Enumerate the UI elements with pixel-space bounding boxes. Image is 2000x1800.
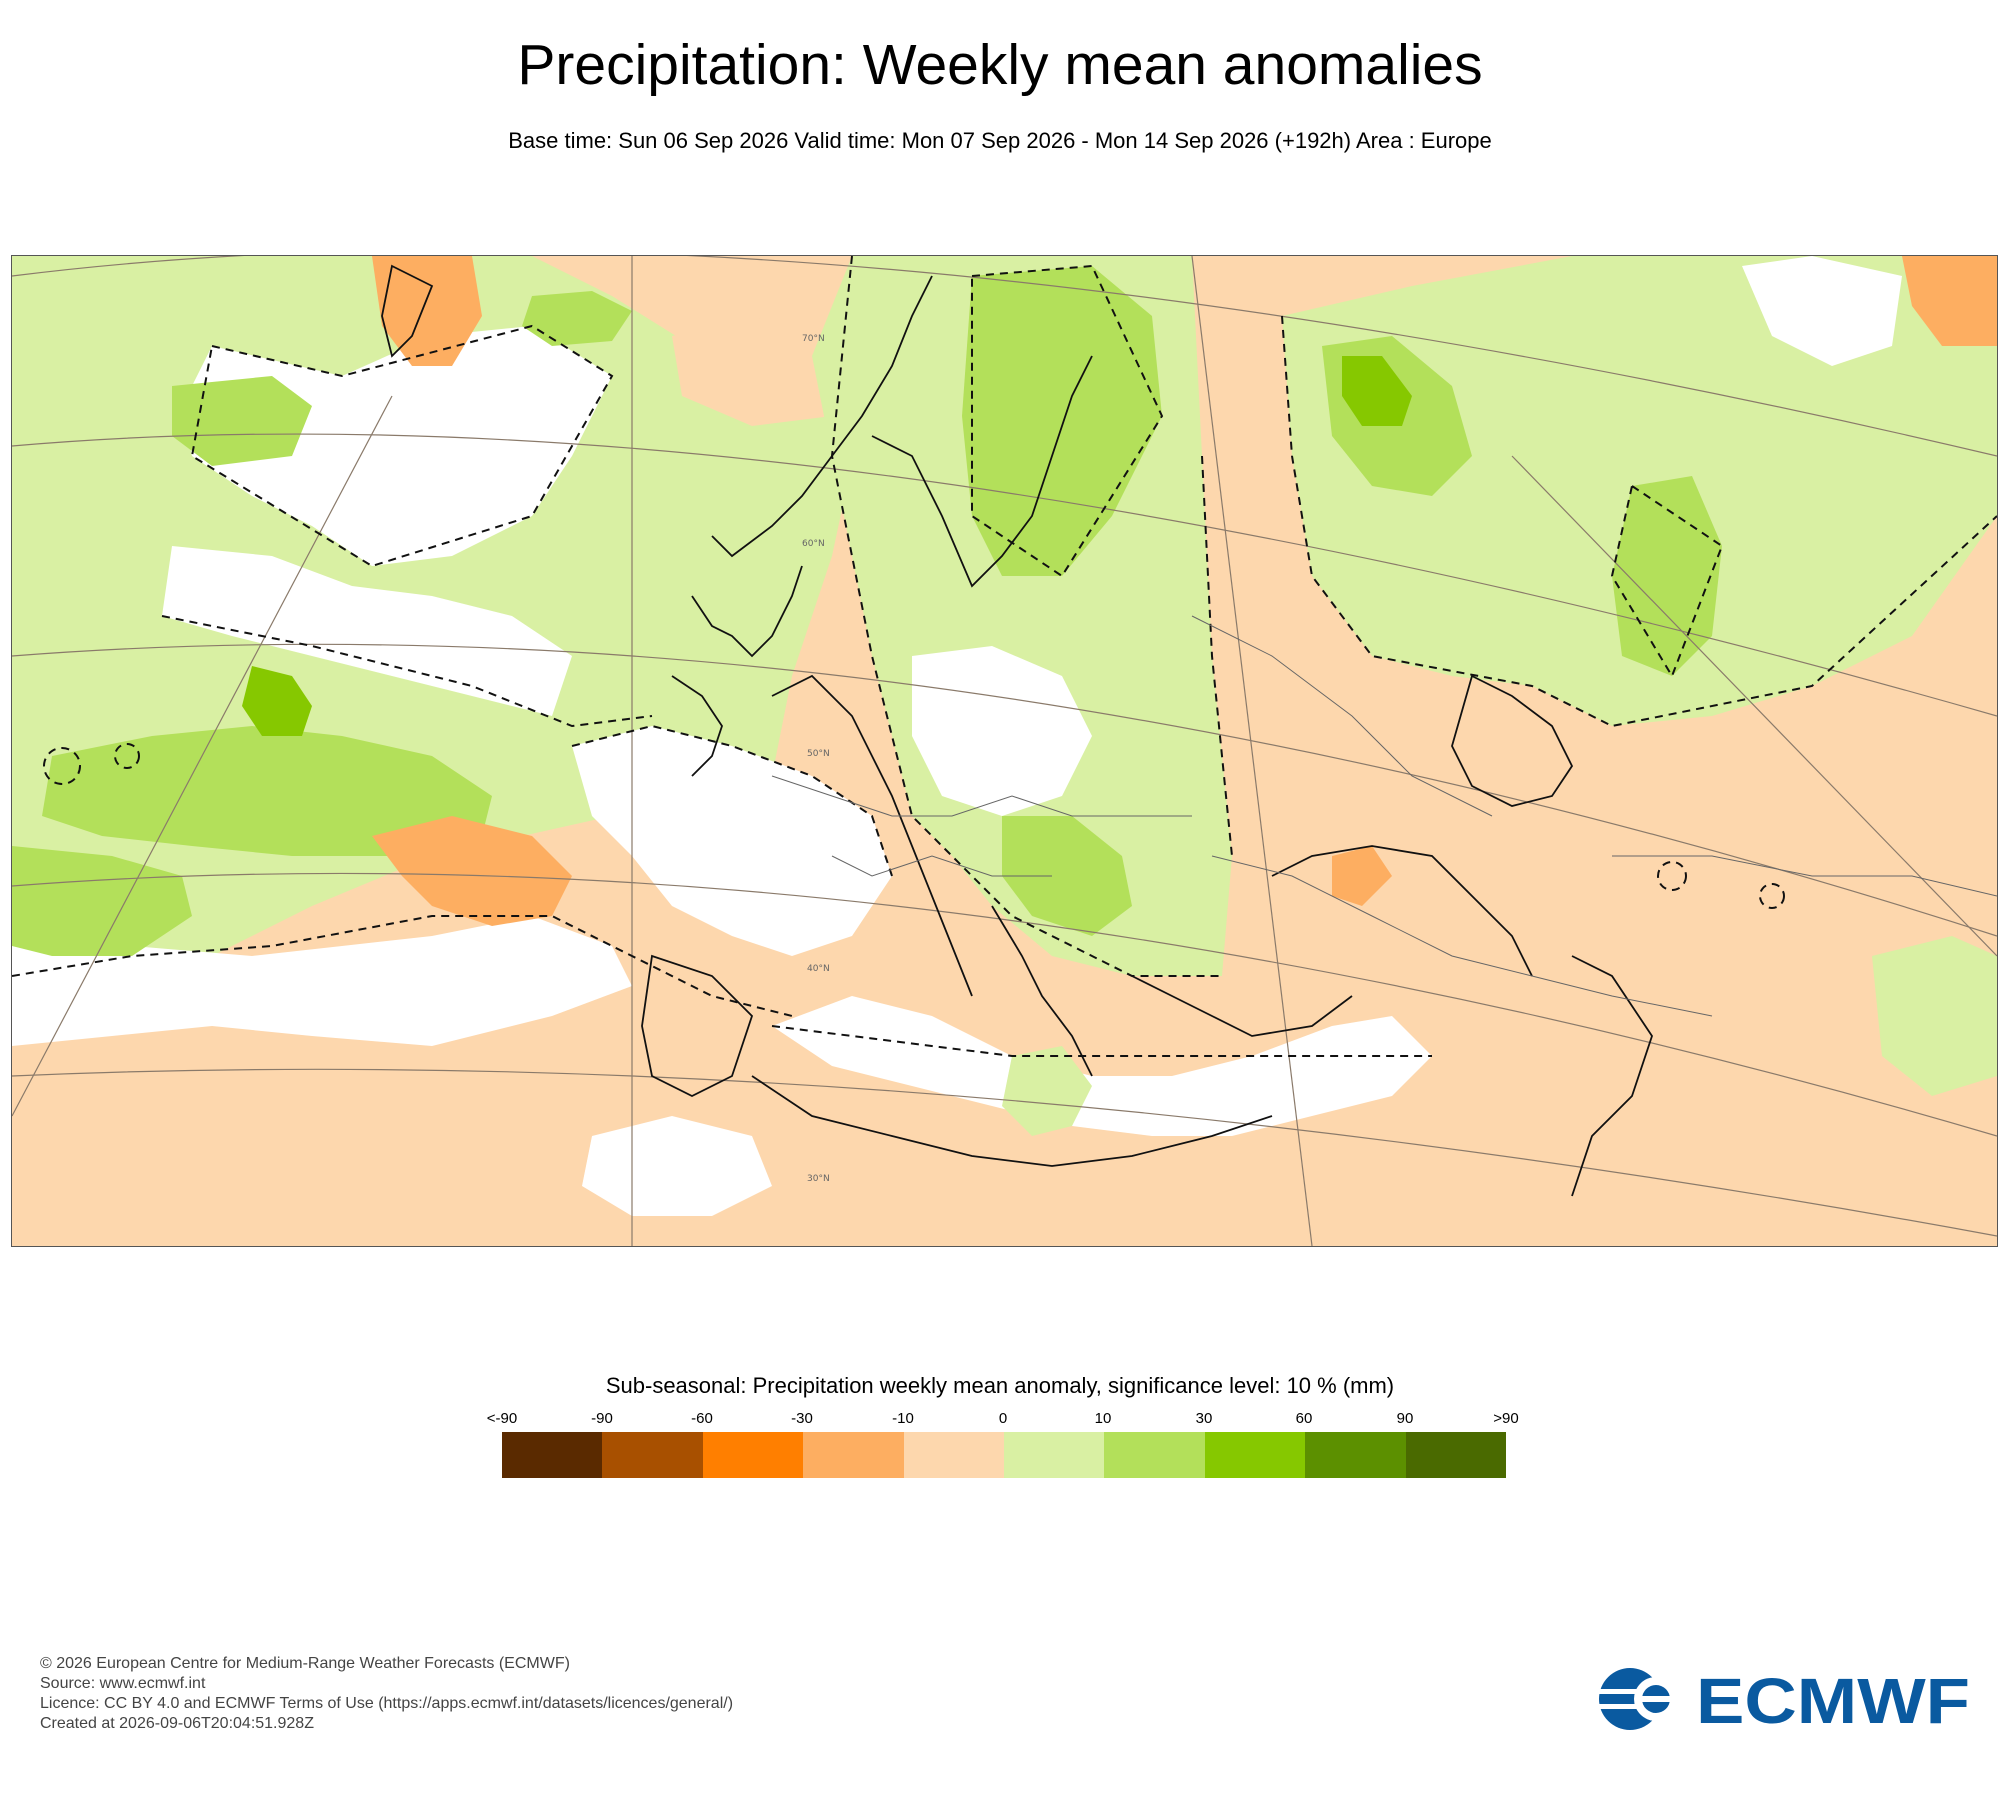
coastlines (381, 264, 1653, 1197)
legend-label: 30 (1195, 1410, 1213, 1427)
dry-region-northeast (1902, 256, 1997, 346)
dry-region-west-atlantic (672, 316, 852, 426)
neutral-region-biscay (572, 726, 892, 956)
footer-source: Source: www.ecmwf.int (40, 1675, 206, 1692)
legend-color-swatch (803, 1432, 904, 1478)
legend-color-swatch (602, 1432, 703, 1478)
dry-region-mid-atlantic-medium (372, 816, 572, 926)
legend-color-swatch (702, 1432, 804, 1478)
legend-color-swatch (1405, 1432, 1507, 1478)
wet-region-urals-medium (1612, 476, 1722, 676)
legend-color-swatch (1204, 1432, 1306, 1478)
legend-title: Sub-seasonal: Precipitation weekly mean … (605, 1373, 1395, 1398)
chart-subtitle: Base time: Sun 06 Sep 2026 Valid time: M… (508, 128, 1492, 153)
legend-color-swatch (1004, 1432, 1105, 1478)
legend-color-swatch (1305, 1432, 1406, 1478)
neutral-region-mid-atlantic (162, 546, 572, 716)
legend-label: <-90 (486, 1410, 518, 1427)
chart-title: Precipitation: Weekly mean anomalies (517, 33, 1483, 97)
ecmwf-logo: ECMWF (1596, 1665, 1970, 1733)
country-borders (771, 615, 1997, 1017)
neutral-region-north-atlantic (182, 326, 612, 566)
neutral-region-azores (12, 916, 632, 1046)
neutral-region-alps (912, 646, 1092, 816)
precipitation-anomaly-map: 70°N 60°N 50°N 40°N 30°N (11, 255, 1998, 1247)
legend-label: -10 (892, 1410, 914, 1427)
legend-color-swatch (1104, 1432, 1205, 1478)
legend-color-swatch (502, 1432, 603, 1478)
footer-copyright: © 2026 European Centre for Medium-Range … (40, 1655, 570, 1672)
wet-region-azores-medium (172, 376, 312, 466)
ecmwf-logo-mark (1596, 1668, 1678, 1730)
legend-label: 60 (1295, 1410, 1313, 1427)
dry-region-greenland (372, 256, 482, 366)
wet-region-tunisia (1002, 1046, 1092, 1136)
wet-region-caucasus (1872, 936, 1997, 1096)
legend-label: 0 (998, 1410, 1008, 1427)
legend-label: -30 (791, 1410, 813, 1427)
legend-label: 10 (1094, 1410, 1112, 1427)
wet-region-iceland-medium (522, 291, 632, 346)
lat-label-50: 50°N (807, 749, 830, 759)
lat-label-30: 30°N (807, 1174, 830, 1184)
graticule (12, 256, 1997, 1246)
ecmwf-logo-text: ECMWF (1696, 1665, 1970, 1733)
lat-label-70: 70°N (802, 334, 825, 344)
wet-region-urals-strong (1342, 356, 1412, 426)
wet-region-scandinavia-medium (962, 266, 1162, 576)
neutral-region-north-africa (582, 1116, 772, 1216)
legend-label: >90 (1493, 1410, 1519, 1427)
lat-label-60: 60°N (802, 539, 825, 549)
legend-color-bar (502, 1432, 1507, 1478)
neutral-region-northeast (1742, 256, 1902, 366)
legend-color-swatch (903, 1432, 1005, 1478)
dry-region-ukraine-medium (1332, 846, 1392, 906)
neutral-region-mediterranean (772, 996, 1432, 1136)
lat-label-40: 40°N (807, 964, 830, 974)
legend-label: -90 (591, 1410, 613, 1427)
footer-licence: Licence: CC BY 4.0 and ECMWF Terms of Us… (40, 1695, 734, 1712)
legend-label: -60 (691, 1410, 713, 1427)
footer-credits: © 2026 European Centre for Medium-Range … (40, 1654, 733, 1734)
wet-region-balkan-medium (1002, 816, 1132, 936)
wet-region-atlantic-medium (42, 726, 492, 856)
wet-region-atlantic-strong (242, 666, 312, 736)
footer-created: Created at 2026-09-06T20:04:51.928Z (40, 1715, 314, 1732)
wet-region-west-medium (12, 846, 192, 956)
map-svg: 70°N 60°N 50°N 40°N 30°N (12, 256, 1997, 1246)
legend-tick-labels: <-90 -90 -60 -30 -10 0 10 30 60 90 >90 (487, 1410, 1519, 1430)
legend-label: 90 (1396, 1410, 1414, 1427)
